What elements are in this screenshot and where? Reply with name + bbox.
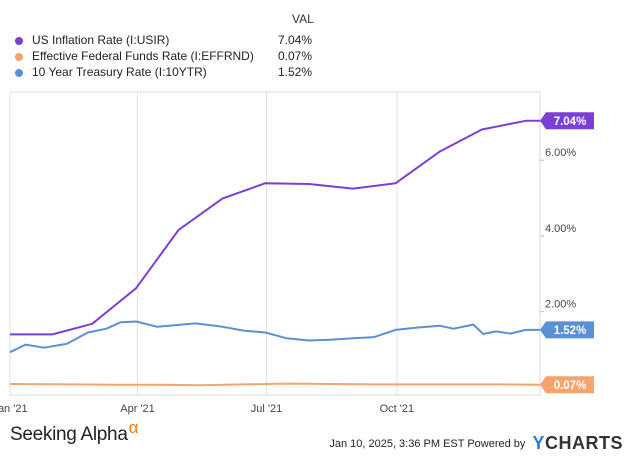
x-tick-label: Jan '21 xyxy=(0,403,28,415)
alpha-mark-icon: α xyxy=(128,418,139,437)
end-label-tag-2 xyxy=(540,321,594,339)
end-label-text-1: 0.07% xyxy=(554,380,587,392)
attribution: Jan 10, 2025, 3:36 PM EST Powered by YCH… xyxy=(329,433,623,454)
end-label-tag-1 xyxy=(540,376,594,394)
series-line-1 xyxy=(9,382,541,387)
ycharts-logo-y: Y xyxy=(532,433,545,453)
legend-swatch-fed-funds xyxy=(15,53,23,61)
end-label-text-0: 7.04% xyxy=(554,116,587,128)
line-chart: 2.00% 4.00% 6.00% Jan '21 Apr '21 Jul '21 Oct… xyxy=(0,91,594,415)
y-tick-label: 6.00% xyxy=(545,147,576,159)
ycharts-logo-text: CHARTS xyxy=(545,433,623,453)
legend-label-inflation: US Inflation Rate (I:USIR) xyxy=(32,33,170,47)
legend-swatch-treasury xyxy=(15,69,23,77)
plot-frame xyxy=(9,91,541,396)
end-label-tag-0 xyxy=(540,112,594,130)
legend-value-inflation: 7.04% xyxy=(277,33,312,47)
series-line-2 xyxy=(9,320,540,354)
legend-label-fed-funds: Effective Federal Funds Rate (I:EFFRND) xyxy=(32,49,254,63)
series-lines xyxy=(9,119,541,387)
legend-swatch-inflation xyxy=(15,37,23,45)
legend-value-treasury: 1.52% xyxy=(277,65,312,79)
x-axis: Jan '21 Apr '21 Jul '21 Oct '21 xyxy=(0,92,414,415)
seeking-alpha-wordmark: Seeking Alpha xyxy=(10,424,128,445)
series-line-0 xyxy=(10,119,540,336)
legend-item-fed-funds[interactable]: Effective Federal Funds Rate (I:EFFRND) … xyxy=(12,48,342,66)
ycharts-logo[interactable]: YCHARTS xyxy=(532,433,623,453)
plot-border xyxy=(9,91,541,396)
seeking-alpha-logo: Seeking Alphaα xyxy=(10,418,138,446)
x-tick-label: Oct '21 xyxy=(380,403,415,415)
y-axis: 2.00% 4.00% 6.00% xyxy=(540,147,576,313)
x-tick-label: Jul '21 xyxy=(251,403,282,415)
legend-header: VAL xyxy=(292,12,314,26)
legend-value-fed-funds: 0.07% xyxy=(277,49,312,63)
legend-item-inflation[interactable]: US Inflation Rate (I:USIR) 7.04% xyxy=(12,32,342,50)
x-tick-label: Apr '21 xyxy=(120,403,155,415)
y-tick-label: 2.00% xyxy=(545,299,576,311)
legend-label-treasury: 10 Year Treasury Rate (I:10YTR) xyxy=(32,65,207,79)
end-labels: 0.07% 1.52% 7.04% xyxy=(540,112,594,394)
timestamp-text: Jan 10, 2025, 3:36 PM EST Powered by xyxy=(329,438,526,450)
legend-item-treasury[interactable]: 10 Year Treasury Rate (I:10YTR) 1.52% xyxy=(12,64,342,82)
y-tick-label: 4.00% xyxy=(545,223,576,235)
end-label-text-2: 1.52% xyxy=(554,325,587,337)
